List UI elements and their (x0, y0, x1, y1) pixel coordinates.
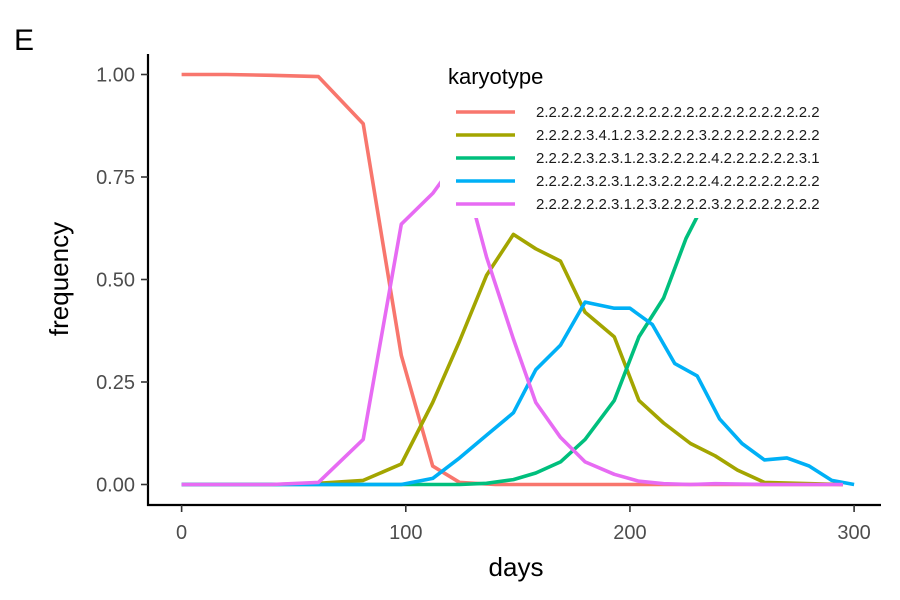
legend-label-1: 2.2.2.2.2.2.2.2.2.2.2.2.2.2.2.2.2.2.2.2.… (536, 104, 820, 121)
y-tick-label: 0.50 (96, 270, 135, 292)
y-tick-label: 0.75 (96, 167, 135, 189)
x-axis-title: days (489, 552, 544, 582)
y-axis-title: frequency (44, 222, 74, 336)
x-ticks: 0 100 200 300 (176, 505, 871, 544)
x-tick-label: 100 (389, 522, 422, 544)
x-tick-label: 0 (176, 522, 187, 544)
y-ticks: 0.00 0.25 0.50 0.75 1.00 (96, 65, 148, 497)
series-line-1 (181, 72, 843, 487)
series-line-4 (181, 300, 855, 487)
y-tick-label: 0.00 (96, 475, 135, 497)
legend-title: karyotype (448, 64, 543, 89)
series-line-2 (181, 232, 843, 487)
legend: karyotype 2.2.2.2.2.2.2.2.2.2.2.2.2.2.2.… (440, 58, 885, 218)
y-tick-label: 0.25 (96, 372, 135, 394)
axes: 0 100 200 300 0.00 0.25 0.50 0.75 1.00 (96, 54, 881, 544)
legend-label-3: 2.2.2.2.3.2.3.1.2.3.2.2.2.2.4.2.2.2.2.2.… (536, 150, 820, 167)
legend-items: 2.2.2.2.2.2.2.2.2.2.2.2.2.2.2.2.2.2.2.2.… (456, 104, 820, 213)
y-tick-label: 1.00 (96, 65, 135, 87)
x-tick-label: 300 (837, 522, 870, 544)
series-line-5 (181, 154, 843, 487)
panel-label: E (14, 24, 34, 57)
legend-background (440, 58, 885, 218)
x-tick-label: 200 (613, 522, 646, 544)
series-layer (181, 72, 855, 487)
legend-label-5: 2.2.2.2.2.2.3.1.2.3.2.2.2.2.3.2.2.2.2.2.… (536, 196, 820, 213)
legend-label-2: 2.2.2.2.3.4.1.2.3.2.2.2.2.3.2.2.2.2.2.2.… (536, 127, 820, 144)
legend-label-4: 2.2.2.2.3.2.3.1.2.3.2.2.2.2.4.2.2.2.2.2.… (536, 173, 820, 190)
